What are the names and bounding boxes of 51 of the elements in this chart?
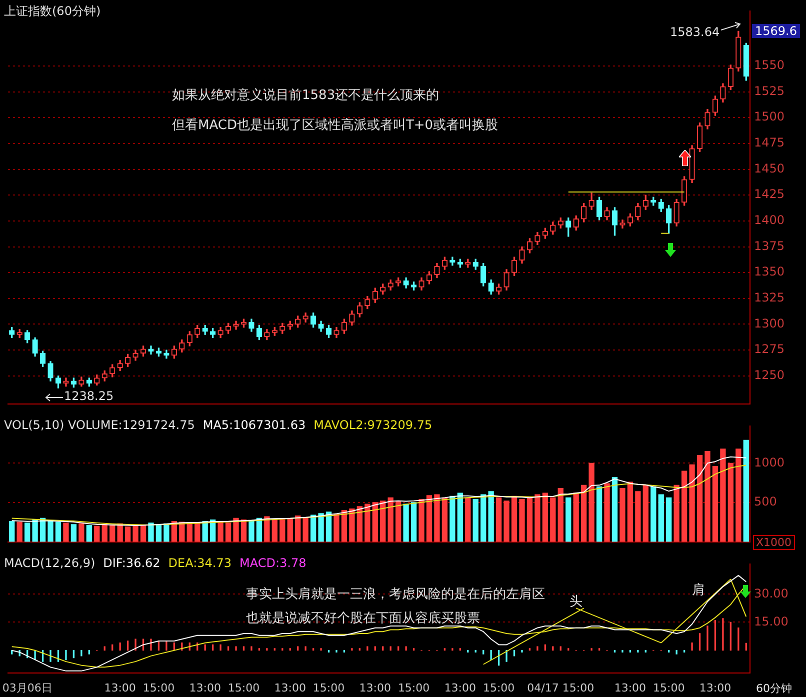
- x-tick-label: 15:00: [398, 681, 430, 694]
- y-tick-label: 1475: [754, 136, 785, 150]
- x-tick-label: 13:00: [614, 681, 646, 694]
- y-tick-label: 1250: [754, 368, 785, 382]
- x-tick-label: 13:00: [359, 681, 391, 694]
- text: DEA:34.73: [168, 556, 232, 570]
- text: MAVOL2:973209.75: [314, 418, 432, 432]
- y-tick-label: 1550: [754, 58, 785, 72]
- y-tick-label: 1325: [754, 290, 785, 305]
- y-tick-label: 1400: [754, 213, 785, 228]
- x-tick-label: 04/17 15:00: [527, 681, 594, 694]
- y-axis-title: X1000: [753, 535, 795, 550]
- x-tick-label: 03月06日: [2, 681, 52, 694]
- text: 1569.6: [752, 24, 800, 38]
- x-axis-title: 60分钟: [756, 681, 792, 696]
- x-tick-label: 15:00: [228, 681, 260, 694]
- annotation: 事实上头肩就是一三浪，考虑风险的是在后的左肩区: [246, 586, 545, 603]
- y-tick-label: 1425: [754, 187, 785, 202]
- x-tick-label: 15:00: [142, 681, 175, 694]
- y-tick-label: 1000: [754, 455, 785, 470]
- annotation: 头: [569, 594, 582, 610]
- x-tick-label: 15:00: [312, 681, 345, 694]
- x-tick-label: 13:00: [274, 681, 306, 694]
- chart-title: VOL(5,10) VOLUME:1291724.75: [4, 418, 195, 432]
- annotation: 但看MACD也是出现了区域性高派或者叫T+0或者叫换股: [172, 117, 498, 134]
- x-tick-label: 13:00: [699, 681, 732, 694]
- x-tick-label: 15:00: [482, 681, 515, 694]
- chart-title: 上证指数(60分钟): [4, 3, 101, 20]
- x-tick-label: 15:00: [652, 681, 685, 694]
- annotation: 也就是说减不好个股在下面从容底买股票: [246, 610, 480, 627]
- x-tick-label: 13:00: [189, 681, 221, 694]
- y-tick-label: 1350: [754, 264, 785, 279]
- annotation: 肩: [692, 582, 705, 599]
- y-tick-label: 15.00: [754, 614, 788, 628]
- y-tick-label: 1275: [754, 342, 785, 356]
- text: MA5:1067301.63: [202, 418, 306, 432]
- y-tick-label: 1450: [754, 161, 785, 176]
- annotation: 1238.25: [64, 389, 114, 403]
- annotation: MACD:3.78: [240, 556, 306, 570]
- annotation: 如果从绝对意义说目前1583还不是什么顶来的: [172, 87, 440, 104]
- text: DIF:36.62: [103, 556, 160, 570]
- x-tick-label: 13:00: [104, 681, 136, 694]
- x-tick-label: 13:00: [444, 681, 476, 694]
- y-tick-label: 1375: [754, 238, 785, 253]
- y-tick-label: 1500: [754, 110, 785, 124]
- annotation: 1583.64: [670, 25, 720, 39]
- y-tick-label: 1300: [754, 316, 785, 330]
- chart-title: MACD(12,26,9): [4, 556, 96, 570]
- y-tick-label: 30.00: [754, 586, 788, 600]
- y-tick-label: 1525: [754, 84, 785, 98]
- y-tick-label: 500: [754, 494, 777, 509]
